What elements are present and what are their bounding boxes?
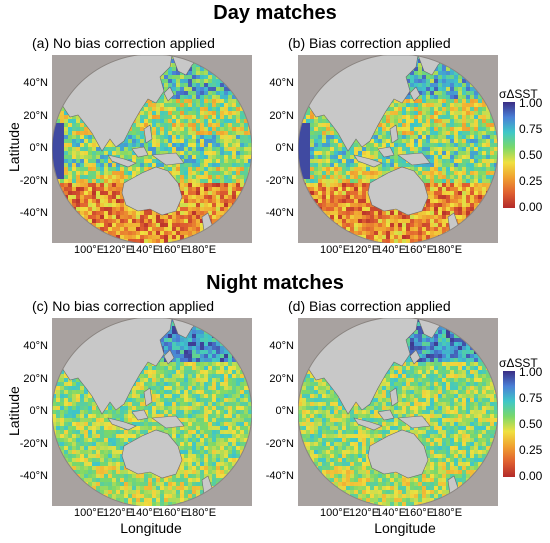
colorbar-top: [503, 102, 515, 208]
panel-d-title: (d) Bias correction applied: [288, 298, 451, 314]
lon-tick: 140°E: [375, 244, 407, 256]
lon-tick: 120°E: [348, 507, 380, 519]
lon-tick: 180°E: [431, 507, 463, 519]
panel-a-title: (a) No bias correction applied: [32, 35, 215, 51]
lon-tick: 100°E: [319, 244, 351, 256]
map-panel-b: [298, 55, 498, 243]
lat-tick: 20°N: [23, 110, 48, 122]
xlabel-right: Longitude: [374, 520, 436, 536]
panel-b-title: (b) Bias correction applied: [288, 35, 451, 51]
lat-tick: -40°N: [265, 470, 294, 482]
lon-tick: 180°E: [185, 507, 217, 519]
lon-tick: 160°E: [157, 507, 189, 519]
lat-tick: 20°N: [269, 373, 294, 385]
day-section-title: Day matches: [213, 2, 337, 24]
lat-tick: 0°N: [29, 405, 48, 417]
night-section-title: Night matches: [206, 272, 344, 294]
lon-tick: 160°E: [157, 244, 189, 256]
lat-tick: -40°N: [19, 470, 48, 482]
map-panel-a: [52, 55, 252, 243]
lon-tick: 160°E: [403, 507, 435, 519]
colorbar-tick: 0.50: [519, 148, 543, 162]
colorbar-tick: 0.75: [519, 122, 543, 136]
lat-tick: -40°N: [265, 207, 294, 219]
colorbar-tick: 0.75: [519, 391, 543, 405]
lat-tick: 40°N: [23, 77, 48, 89]
lon-tick: 100°E: [319, 507, 351, 519]
colorbar-title-top: σΔSST: [499, 87, 538, 101]
lat-tick: 0°N: [275, 405, 294, 417]
lat-tick: -40°N: [19, 207, 48, 219]
lat-tick: 20°N: [23, 373, 48, 385]
colorbar-bottom: [503, 371, 515, 477]
lon-tick: 120°E: [102, 507, 134, 519]
panel-c-title: (c) No bias correction applied: [32, 298, 215, 314]
lon-tick: 180°E: [185, 244, 217, 256]
lon-tick: 140°E: [129, 244, 161, 256]
colorbar-tick: 0.25: [519, 174, 543, 188]
lon-tick: 180°E: [431, 244, 463, 256]
lat-tick: -20°N: [19, 438, 48, 450]
lat-tick: -20°N: [265, 175, 294, 187]
lat-tick: -20°N: [19, 175, 48, 187]
lat-tick: 0°N: [275, 142, 294, 154]
lat-tick: 20°N: [269, 110, 294, 122]
colorbar-tick: 1.00: [519, 365, 543, 379]
xlabel-left: Longitude: [120, 520, 182, 536]
lon-tick: 140°E: [129, 507, 161, 519]
lon-tick: 160°E: [403, 244, 435, 256]
lon-tick: 100°E: [73, 244, 105, 256]
map-panel-d: [298, 318, 498, 506]
lat-tick: 40°N: [269, 77, 294, 89]
lat-tick: -20°N: [265, 438, 294, 450]
lon-tick: 100°E: [73, 507, 105, 519]
colorbar-title-bottom: σΔSST: [499, 356, 538, 370]
lat-tick: 0°N: [29, 142, 48, 154]
map-panel-c: [52, 318, 252, 506]
lat-tick: 40°N: [23, 340, 48, 352]
colorbar-tick: 1.00: [519, 96, 543, 110]
lat-tick: 40°N: [269, 340, 294, 352]
colorbar-tick: 0.50: [519, 417, 543, 431]
colorbar-tick: 0.00: [519, 469, 543, 483]
lon-tick: 140°E: [375, 507, 407, 519]
lon-tick: 120°E: [348, 244, 380, 256]
colorbar-tick: 0.25: [519, 443, 543, 457]
colorbar-tick: 0.00: [519, 200, 543, 214]
lon-tick: 120°E: [102, 244, 134, 256]
